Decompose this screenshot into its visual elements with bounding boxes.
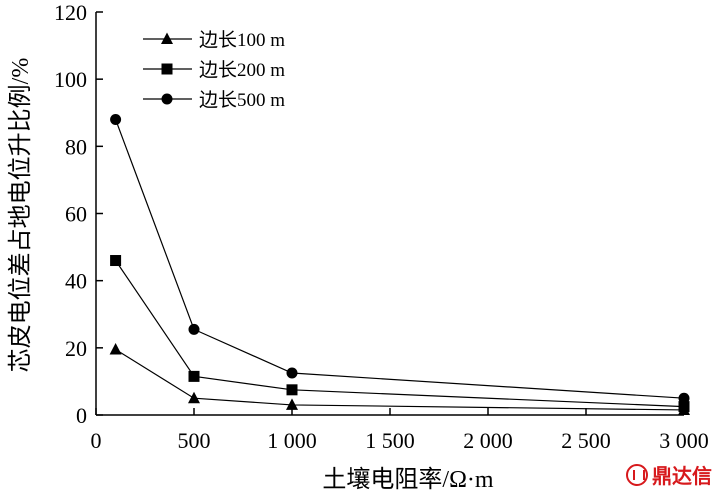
legend-item: 边长200 m — [143, 59, 285, 81]
triangle-marker — [109, 343, 122, 355]
legend-label: 边长200 m — [199, 59, 285, 81]
x-tick-label: 2 500 — [561, 428, 611, 453]
axes — [95, 12, 684, 416]
circle-marker — [161, 93, 173, 105]
watermark-text: 鼎达信 — [652, 464, 712, 488]
legend-item: 边长100 m — [143, 29, 285, 51]
y-tick-label: 60 — [65, 202, 87, 227]
series-line — [115, 119, 685, 399]
data-series — [109, 113, 690, 415]
square-marker — [286, 384, 298, 396]
x-axis-title: 土壤电阻率/Ω·m — [322, 466, 493, 493]
circle-marker — [110, 113, 122, 125]
x-tick-label: 1 000 — [267, 428, 317, 453]
series-2 — [110, 255, 690, 413]
series-3 — [110, 113, 690, 404]
legend: 边长100 m 边长200 m 边长500 m — [143, 29, 285, 111]
y-tick-label: 80 — [65, 134, 87, 159]
triangle-marker — [188, 391, 200, 404]
watermark: 鼎达信 — [626, 460, 712, 489]
y-tick-label: 20 — [65, 336, 87, 361]
y-tick-label: 0 — [76, 403, 87, 428]
x-tick-label: 3 000 — [659, 428, 709, 453]
circle-marker — [678, 392, 690, 404]
x-tick-label: 2 000 — [463, 428, 513, 453]
y-tick-label: 40 — [65, 269, 87, 294]
square-marker — [161, 63, 173, 75]
y-tick-label: 120 — [54, 0, 87, 25]
x-tick-label: 1 500 — [365, 428, 415, 453]
x-tick-label: 0 — [91, 428, 102, 453]
series-line — [115, 349, 685, 411]
circle-marker — [286, 367, 298, 379]
legend-item: 边长500 m — [143, 89, 285, 111]
triangle-marker — [161, 32, 173, 44]
circle-marker — [188, 323, 200, 335]
legend-label: 边长500 m — [199, 89, 285, 111]
brand-logo-icon — [626, 463, 648, 486]
square-marker — [110, 255, 122, 267]
x-axis-ticks: 0 500 1 000 1 500 2 000 2 500 3 000 — [91, 408, 709, 453]
y-tick-label: 100 — [54, 67, 87, 92]
triangle-marker — [286, 398, 298, 410]
square-marker — [678, 401, 690, 413]
y-axis-title: 芯皮电位差占地电位升比例/% — [7, 58, 34, 373]
legend-label: 边长100 m — [199, 29, 285, 51]
y-axis-ticks: 0 20 40 60 80 100 120 — [54, 0, 103, 428]
square-marker — [188, 370, 200, 382]
x-tick-label: 500 — [178, 428, 211, 453]
series-line — [115, 260, 685, 408]
